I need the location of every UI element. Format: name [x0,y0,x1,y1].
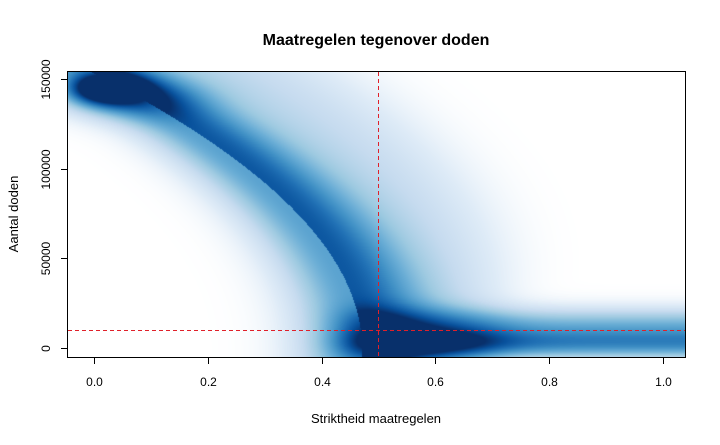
x-tick-label: 0.0 [86,375,103,389]
x-tick-label: 0.2 [200,375,217,389]
x-tick-label: 0.4 [314,375,331,389]
y-axis-label: Aantal doden [6,176,21,253]
x-tick-label: 0.8 [541,375,558,389]
density-image [68,72,685,357]
y-tick-label: 150000 [39,59,53,99]
y-tick-label: 0 [39,345,53,352]
x-tick-label: 0.6 [427,375,444,389]
y-tick-label: 100000 [39,149,53,189]
x-tick-label: 1.0 [655,375,672,389]
x-axis: 0.0 0.2 0.4 0.6 0.8 1.0 [86,357,672,389]
x-axis-label: Striktheid maatregelen [311,411,441,426]
y-axis: 0 50000 100000 150000 [39,59,68,352]
reference-lines [68,72,685,357]
y-tick-label: 50000 [39,241,53,275]
chart-title: Maatregelen tegenover doden [263,32,490,49]
plot-frame [67,71,686,358]
